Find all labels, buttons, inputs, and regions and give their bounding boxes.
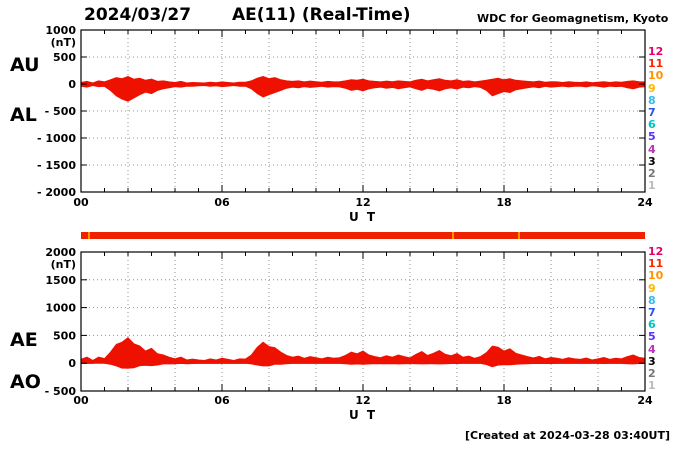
x-axis-labels: 00 06 12 18 24 U T: [73, 394, 653, 422]
svg-text:06: 06: [214, 394, 230, 407]
svg-text:24: 24: [637, 394, 653, 407]
station-bar-marker: [88, 232, 90, 239]
plot-frame: [80, 251, 646, 392]
svg-text:1500: 1500: [45, 274, 76, 287]
y-axis-labels: 2000 1500 1000 500 0 - 500 (nT): [45, 246, 77, 398]
station-count-11: 11: [648, 57, 664, 71]
plot-title: AE(11) (Real-Time): [232, 5, 411, 25]
created-at: [Created at 2024-03-28 03:40UT]: [464, 429, 670, 442]
station-count-9: 9: [648, 281, 656, 295]
svg-text:00: 00: [73, 196, 89, 209]
label-ao: AO: [10, 371, 41, 393]
svg-text:(nT): (nT): [51, 258, 76, 271]
plot-frame: [80, 29, 646, 193]
station-count-9: 9: [648, 81, 656, 95]
station-count-11: 11: [648, 257, 664, 271]
svg-text:0: 0: [68, 357, 76, 370]
tick-marks: [80, 251, 646, 392]
svg-text:500: 500: [53, 51, 76, 64]
label-ae: AE: [10, 329, 38, 351]
station-count-4: 4: [648, 342, 656, 356]
station-bar-marker: [518, 232, 521, 239]
station-count-1: 1: [648, 379, 656, 393]
svg-text:00: 00: [73, 394, 89, 407]
svg-text:1000: 1000: [45, 302, 76, 315]
series-ae: [80, 337, 646, 364]
station-count-2: 2: [648, 167, 656, 180]
wdc-credit: WDC for Geomagnetism, Kyoto: [477, 12, 669, 25]
station-activity-bar: [81, 232, 645, 239]
station-count-6: 6: [648, 318, 656, 332]
svg-text:06: 06: [214, 196, 230, 209]
svg-text:12: 12: [355, 196, 370, 209]
station-count-4: 4: [648, 142, 656, 156]
station-count-2: 2: [648, 367, 656, 380]
x-axis-labels: 00 06 12 18 24 U T: [73, 196, 653, 224]
svg-text:18: 18: [496, 394, 511, 407]
label-au: AU: [10, 54, 40, 76]
y-axis-labels: 1000 500 0 - 500 - 1000 - 1500 - 2000 (nT): [37, 24, 76, 199]
svg-text:- 2000: - 2000: [37, 186, 76, 199]
svg-text:- 1000: - 1000: [37, 132, 76, 145]
station-count-8: 8: [648, 293, 656, 307]
series-al: [80, 83, 646, 102]
svg-text:U T: U T: [349, 408, 377, 422]
panel-au-al: 1000 500 0 - 500 - 1000 - 1500 - 2000 (nT) 00 06 1…: [37, 24, 653, 224]
svg-text:(nT): (nT): [51, 36, 76, 49]
svg-text:2000: 2000: [45, 246, 76, 259]
station-count-7: 7: [648, 306, 656, 319]
station-bar-marker: [452, 232, 455, 239]
svg-text:U T: U T: [349, 210, 377, 224]
station-count-3: 3: [648, 154, 656, 168]
station-count-8: 8: [648, 93, 656, 107]
svg-text:- 1500: - 1500: [37, 159, 76, 172]
series-ao: [80, 362, 646, 369]
series-au: [80, 75, 646, 85]
svg-text:- 500: - 500: [45, 385, 77, 398]
svg-text:500: 500: [53, 329, 76, 342]
station-count-12: 12: [648, 245, 664, 258]
station-count-5: 5: [648, 330, 656, 344]
svg-text:12: 12: [355, 394, 370, 407]
plot-date: 2024/03/27: [84, 5, 192, 25]
station-count-legend-top: 12 11 10 9 8 7 6 5 4 3 2 1: [648, 46, 670, 196]
svg-text:- 500: - 500: [45, 105, 77, 118]
station-count-10: 10: [648, 69, 664, 83]
grid-lines: [81, 29, 645, 193]
grid-lines: [81, 251, 645, 392]
label-al: AL: [10, 104, 37, 126]
station-count-1: 1: [648, 179, 656, 193]
station-count-3: 3: [648, 354, 656, 368]
svg-text:0: 0: [68, 78, 76, 91]
svg-text:1000: 1000: [45, 24, 76, 37]
station-count-legend-bottom: 12 11 10 9 8 7 6 5 4 3 2 1: [648, 246, 670, 396]
svg-text:18: 18: [496, 196, 511, 209]
station-count-10: 10: [648, 269, 664, 283]
svg-text:24: 24: [637, 196, 653, 209]
station-count-7: 7: [648, 106, 656, 119]
station-count-5: 5: [648, 130, 656, 144]
station-count-12: 12: [648, 45, 664, 58]
station-count-6: 6: [648, 118, 656, 132]
